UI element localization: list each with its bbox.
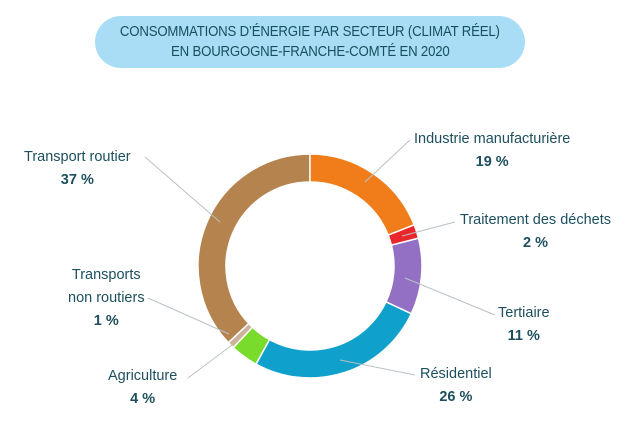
- slice-r-sidentiel: [255, 300, 413, 379]
- leader-line: [187, 344, 233, 379]
- label-transport-routier: Transport routier 37 %: [24, 146, 131, 192]
- label-agriculture: Agriculture 4 %: [108, 365, 177, 411]
- slice-label: Agriculture: [108, 368, 178, 384]
- label-residentiel: Résidentiel 26 %: [420, 363, 492, 409]
- label-transports-non-routiers: Transports non routiers 1 %: [68, 264, 145, 333]
- slice-industrie-manufacturi-re: [309, 153, 416, 237]
- slice-label: Tertiaire: [498, 305, 550, 321]
- leader-line: [404, 277, 496, 316]
- slice-value-label: 37 %: [60, 172, 94, 188]
- label-dechets: Traitement des déchets 2 %: [460, 209, 611, 255]
- slice-value-label: 1 %: [93, 313, 119, 329]
- slice-value-label: 2 %: [522, 235, 548, 251]
- slice-value-label: 11 %: [507, 328, 540, 344]
- leader-line: [147, 297, 230, 335]
- slice-traitement-des-d-chets: [387, 223, 420, 247]
- label-tertiaire: Tertiaire 11 %: [498, 302, 550, 348]
- slice-value-label: 4 %: [130, 391, 156, 407]
- slice-label: Transport routier: [24, 149, 131, 165]
- leader-line: [401, 221, 456, 237]
- slice-label: Traitement des déchets: [460, 212, 611, 228]
- chart-title-line-1: CONSOMMATIONS D’ÉNERGIE PAR SECTEUR (CLI…: [120, 23, 500, 40]
- slice-label: Industrie manufacturière: [414, 131, 571, 147]
- slice-tertiaire: [385, 237, 423, 315]
- label-industrie: Industrie manufacturière 19 %: [414, 128, 570, 174]
- chart-title-line-2: EN BOURGOGNE-FRANCHE-COMTÉ EN 2020: [170, 43, 450, 60]
- slice-value-label: 26 %: [439, 389, 473, 405]
- slice-label: Résidentiel: [420, 366, 492, 382]
- slice-value-label: 19 %: [475, 154, 509, 170]
- chart-title: CONSOMMATIONS D’ÉNERGIE PAR SECTEUR (CLI…: [95, 16, 525, 68]
- slice-label: non routiers: [68, 290, 145, 306]
- leader-line: [339, 359, 416, 376]
- leader-line: [144, 156, 221, 223]
- slice-label: Transports: [71, 267, 141, 283]
- leader-line: [364, 139, 411, 183]
- slice-transport-routier: [197, 153, 311, 344]
